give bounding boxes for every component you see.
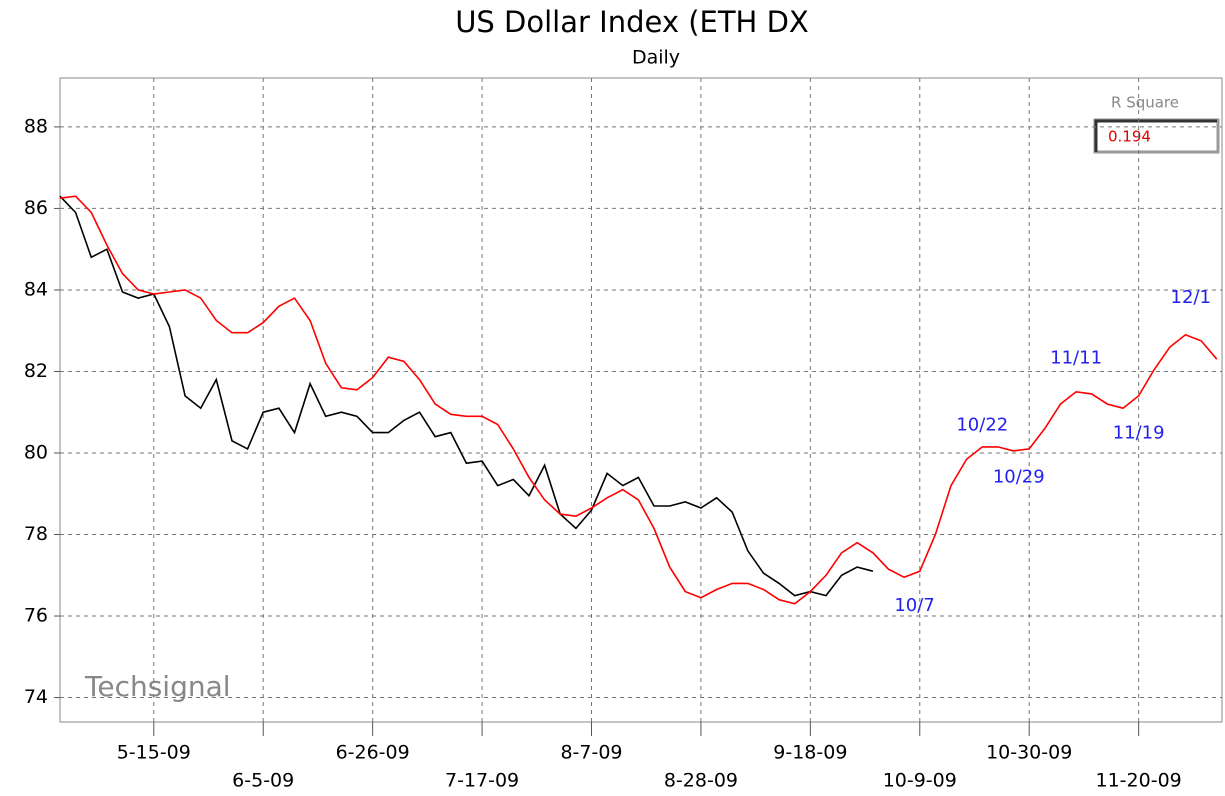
y-tick-label: 76 [24,605,48,627]
y-tick-label: 78 [24,523,48,545]
annotation: 11/19 [1113,422,1165,443]
annotation: 12/1 [1171,287,1211,308]
x-tick-label: 11-20-09 [1096,770,1182,792]
x-tick-label: 6-5-09 [232,770,294,792]
x-tick-label: 10-9-09 [883,770,957,792]
x-tick-label: 8-7-09 [560,742,622,764]
y-tick-label: 80 [24,441,48,463]
x-tick-label: 6-26-09 [336,742,410,764]
x-tick-label: 5-15-09 [117,742,191,764]
plot-frame [59,77,1223,723]
x-tick-label: 9-18-09 [773,742,847,764]
annotation: 11/11 [1050,347,1102,368]
r-square-box-edge [1094,119,1217,152]
annotation: 10/7 [894,595,934,616]
annotation: 10/22 [956,414,1008,435]
annotation: 10/29 [993,466,1045,487]
chart-subtitle: Daily [632,47,680,69]
x-tick-label: 8-28-09 [664,770,738,792]
chart-title: US Dollar Index (ETH DX [455,5,809,39]
y-tick-label: 88 [24,115,48,137]
r-square-value: 0.194 [1108,128,1151,146]
y-tick-label: 82 [24,360,48,382]
watermark: Techsignal [84,670,231,703]
x-tick-label: 7-17-09 [445,770,519,792]
r-square-label: R Square [1111,94,1179,112]
y-tick-label: 74 [24,686,48,708]
y-tick-label: 86 [24,197,48,219]
y-tick-label: 84 [24,278,48,300]
x-tick-label: 10-30-09 [986,742,1072,764]
data-line [59,195,874,597]
data-line [59,195,1218,605]
